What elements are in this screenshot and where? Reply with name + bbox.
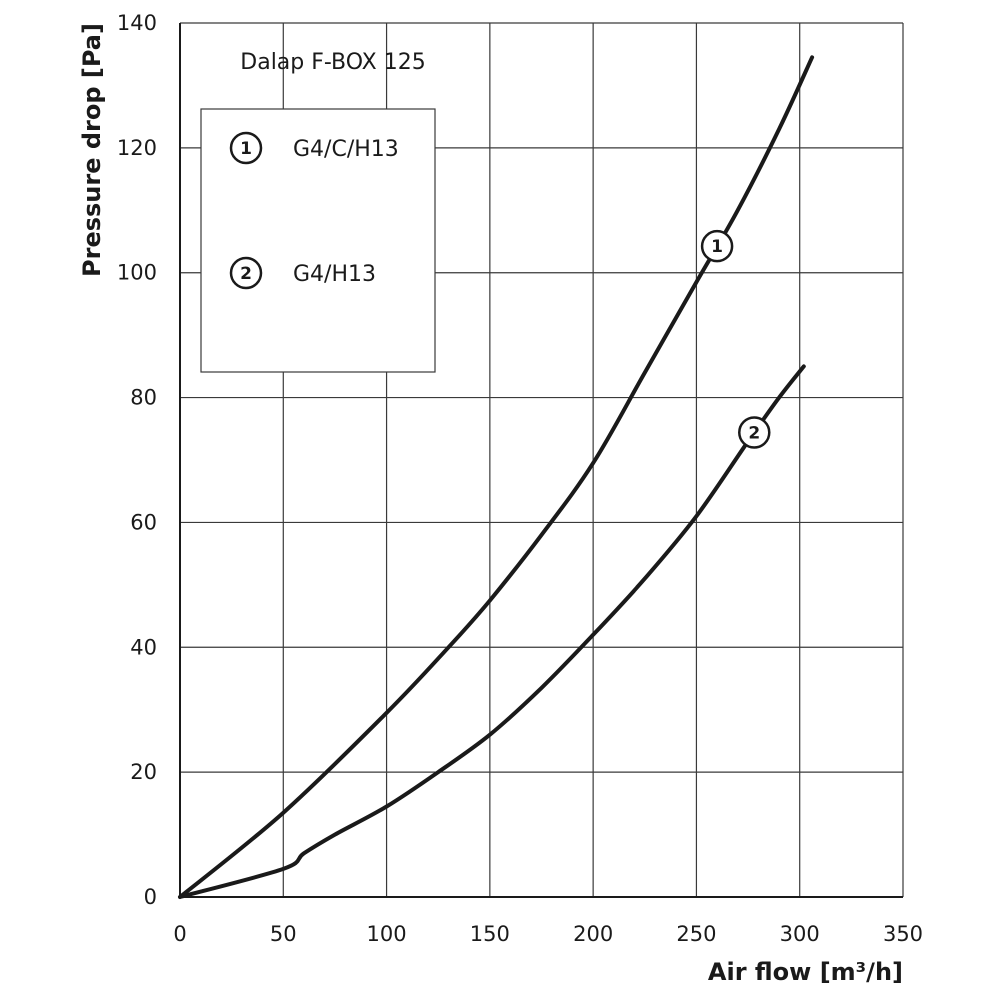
x-tick-label: 100	[367, 922, 407, 946]
series-marker-circle-2	[738, 416, 771, 449]
x-tick-label: 200	[573, 922, 613, 946]
x-tick-label: 50	[270, 922, 297, 946]
y-tick-label: 120	[117, 136, 157, 160]
y-tick-label: 140	[117, 11, 157, 35]
y-tick-label: 20	[130, 760, 157, 784]
legend-marker-circle-1	[229, 131, 263, 165]
y-tick-label: 0	[144, 885, 157, 909]
y-tick-label: 100	[117, 261, 157, 285]
legend: 1 G4/C/H13 2 G4/H13	[200, 108, 436, 373]
legend-entry-1: G4/C/H13	[293, 137, 399, 162]
x-tick-labels: 0 50 100 150 200 250 300 350	[173, 922, 923, 946]
series-marker-label-2: 2	[748, 424, 760, 444]
x-tick-label: 0	[173, 922, 186, 946]
y-tick-label: 60	[130, 510, 157, 534]
legend-entry-2: G4/H13	[293, 262, 376, 287]
x-tick-label: 250	[676, 922, 716, 946]
chart-title: Dalap F-BOX 125	[240, 50, 425, 75]
series-marker-circle-1	[700, 229, 734, 263]
axes-frame	[179, 23, 903, 898]
y-tick-label: 80	[130, 386, 157, 410]
legend-items: 1 G4/C/H13 2 G4/H13	[229, 131, 399, 290]
series-line-1	[178, 55, 815, 899]
legend-marker-label-2: 2	[240, 264, 252, 284]
x-tick-label: 300	[780, 922, 820, 946]
series-line-2	[178, 364, 806, 899]
legend-marker-circle-2	[229, 256, 263, 290]
x-tick-label: 150	[470, 922, 510, 946]
legend-marker-label-1: 1	[240, 139, 252, 159]
y-tick-label: 40	[130, 635, 157, 659]
x-axis-title: Air flow [m³/h]	[708, 958, 903, 986]
series-markers: 12	[700, 229, 771, 449]
y-tick-labels: 0 20 40 60 80 100 120 140	[117, 11, 157, 909]
y-axis-title: Pressure drop [Pa]	[78, 23, 106, 277]
series-lines	[178, 55, 815, 899]
series-marker-label-1: 1	[711, 237, 723, 257]
x-tick-label: 350	[883, 922, 923, 946]
